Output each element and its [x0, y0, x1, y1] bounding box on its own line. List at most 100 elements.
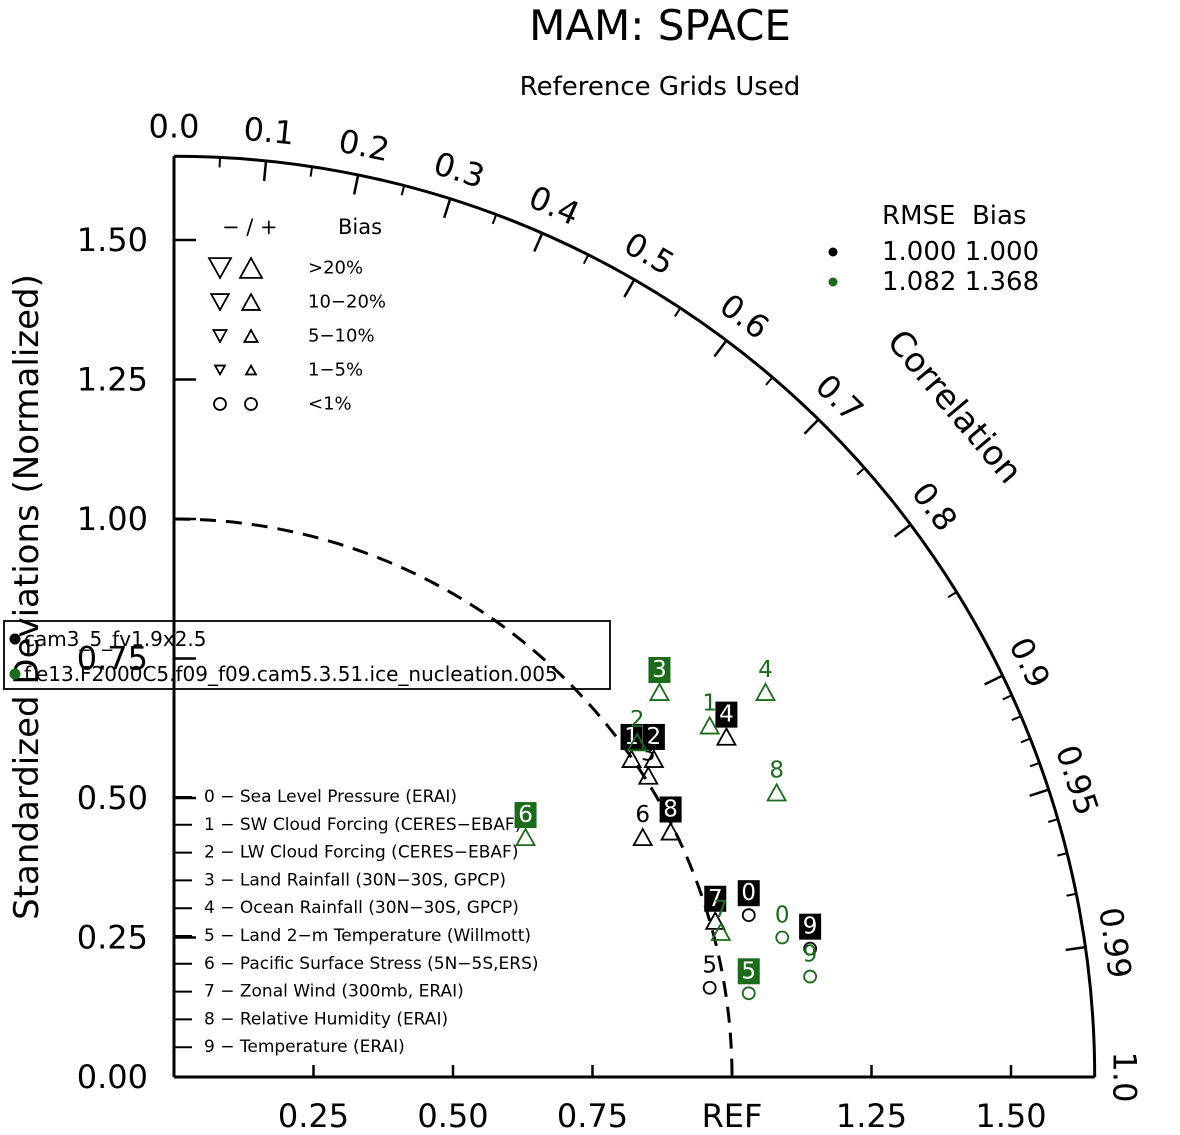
- data-point-label: 6: [518, 802, 533, 828]
- corr-major-tick: [352, 174, 360, 195]
- data-point-label-box: [715, 701, 738, 728]
- corr-major-tick: [1029, 788, 1050, 797]
- y-tick-label: 0.75: [77, 640, 148, 678]
- bias-legend-sign-header: − / +: [222, 215, 278, 239]
- variable-legend-item: 6 − Pacific Surface Stress (5N−5S,ERS): [204, 954, 539, 974]
- data-point-marker: [648, 682, 670, 701]
- data-point-label-box: [648, 656, 671, 683]
- data-point-marker: [632, 827, 654, 847]
- rmse-legend-values: 1.082 1.368: [882, 267, 1039, 297]
- data-point-marker: [803, 941, 818, 956]
- bias-legend-triangle-down: [211, 329, 229, 344]
- x-tick-label: 0.75: [557, 1097, 628, 1135]
- data-point-marker: [803, 969, 818, 984]
- data-point-label: 3: [652, 657, 667, 683]
- bias-legend-triangle-up: [240, 292, 262, 311]
- bias-legend-label: 10−20%: [308, 292, 386, 313]
- x-tick-label: 1.25: [836, 1097, 907, 1135]
- corr-tick-label: 0.0: [149, 107, 200, 145]
- variable-legend-item: 9 − Temperature (ERAI): [204, 1037, 405, 1057]
- variable-legend-item: 1 − SW Cloud Forcing (CERES−EBAF): [204, 815, 521, 835]
- corr-major-tick: [984, 674, 1004, 686]
- corr-major-tick: [443, 198, 452, 219]
- y-tick-label: 0.50: [77, 779, 148, 817]
- corr-major-tick: [623, 279, 636, 298]
- bias-legend: − / + Bias >20% 10−20% 5−10% 1−5% <1%: [207, 215, 386, 415]
- corr-minor-tick: [491, 214, 498, 225]
- variable-legend-item: 2 − LW Cloud Forcing (CERES−EBAF): [204, 843, 518, 863]
- data-point-label: 5: [741, 958, 756, 984]
- variable-legend: 0 − Sea Level Pressure (ERAI) 1 − SW Clou…: [175, 787, 539, 1057]
- variable-legend-item: 7 − Zonal Wind (300mb, ERAI): [204, 982, 464, 1002]
- x-tick-label: REF: [702, 1097, 763, 1135]
- data-point-marker: [702, 980, 717, 995]
- corr-minor-tick: [309, 166, 314, 177]
- rmse-legend-dot: [828, 277, 838, 287]
- data-point-label: 2: [647, 724, 662, 750]
- variable-legend-item: 8 − Relative Humidity (ERAI): [204, 1009, 448, 1029]
- corr-minor-tick: [765, 376, 774, 386]
- y-axis-ticks: 0.00 0.25 0.50 0.75 1.00 1.25 1.50: [77, 221, 196, 1096]
- case-legend-box: [3, 620, 611, 690]
- x-tick-label: 1.50: [975, 1097, 1046, 1135]
- data-point-label: 8: [769, 757, 784, 783]
- data-point-label-box: [642, 723, 665, 750]
- bias-legend-triangle-down: [209, 293, 231, 312]
- data-point-label-box: [704, 885, 727, 912]
- bias-legend-circle-minus: [213, 397, 227, 411]
- bias-legend-label: 5−10%: [308, 326, 375, 347]
- corr-major-tick: [713, 339, 728, 358]
- case-legend: cam3_5_fv1.9x2.5 f.e13.F2000C5.f09_f09.ca…: [3, 620, 611, 690]
- case-legend-name: f.e13.F2000C5.f09_f09.cam5.3.51.ice_nucl…: [24, 662, 558, 686]
- bias-legend-triangle-up: [242, 328, 260, 343]
- data-point-marker: [741, 986, 756, 1001]
- data-point-label: 2: [630, 707, 645, 733]
- data-point-label: 1: [624, 724, 639, 750]
- data-point-label: 8: [663, 796, 678, 822]
- bias-legend-bias-header: Bias: [338, 215, 382, 239]
- x-tick-label: 0.25: [278, 1097, 349, 1135]
- bias-legend-label: <1%: [308, 394, 352, 415]
- corr-major-tick: [262, 160, 268, 181]
- data-point-label: 6: [635, 802, 650, 828]
- bias-legend-label: 1−5%: [308, 360, 363, 381]
- corr-major-tick: [533, 232, 544, 252]
- data-point-marker: [643, 748, 665, 768]
- bias-legend-triangle-down: [213, 364, 227, 377]
- case-legend-dot: [9, 633, 21, 645]
- data-point-label: 4: [719, 702, 734, 728]
- chart-title: MAM: SPACE: [529, 1, 791, 50]
- case-legend-dot: [9, 668, 21, 680]
- data-point-label-box: [737, 958, 760, 985]
- case-legend-name: cam3_5_fv1.9x2.5: [24, 627, 207, 651]
- data-point-marker: [515, 827, 537, 847]
- data-point-label-box: [737, 880, 760, 907]
- rmse-legend-dot: [828, 247, 838, 257]
- data-point-marker: [775, 930, 790, 945]
- corr-minor-tick: [1011, 715, 1022, 721]
- y-tick-label: 1.00: [77, 500, 148, 538]
- data-point-label: 5: [702, 953, 717, 979]
- corr-minor-tick: [218, 157, 222, 168]
- corr-minor-tick: [1002, 694, 1013, 701]
- data-point-label: 7: [714, 897, 729, 923]
- data-point-marker: [660, 821, 682, 841]
- data-point-label: 0: [741, 880, 756, 906]
- corr-major-tick: [893, 523, 912, 538]
- corr-minor-tick: [400, 185, 406, 196]
- corr-minor-tick: [1029, 761, 1040, 768]
- corr-minor-tick: [1057, 852, 1068, 857]
- corr-minor-tick: [1020, 737, 1031, 744]
- variable-legend-item: 3 − Land Rainfall (30N−30S, GPCP): [204, 870, 506, 890]
- data-point-label: 7: [708, 886, 723, 912]
- ref-arc-path: [173, 517, 734, 1078]
- data-point-marker: [710, 921, 732, 941]
- corr-minor-tick: [1047, 818, 1059, 823]
- data-point-label: 0: [775, 903, 790, 929]
- rmse-legend-header: RMSE Bias: [882, 201, 1027, 231]
- chart-subtitle: Reference Grids Used: [520, 72, 801, 102]
- data-point-marker: [626, 732, 648, 752]
